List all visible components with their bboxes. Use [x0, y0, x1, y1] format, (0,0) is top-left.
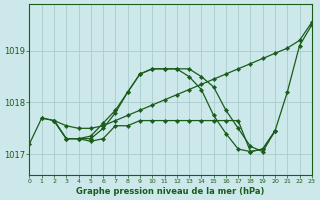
X-axis label: Graphe pression niveau de la mer (hPa): Graphe pression niveau de la mer (hPa)	[76, 187, 265, 196]
